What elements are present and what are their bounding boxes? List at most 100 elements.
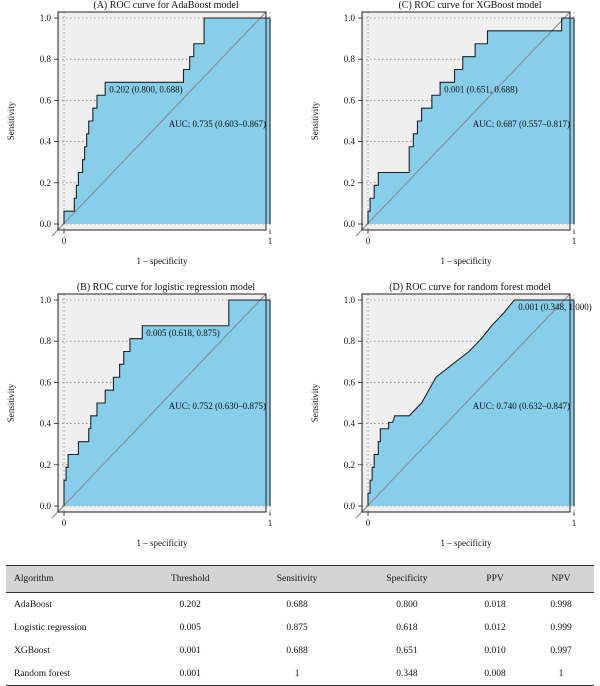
y-axis-label: Sensitivity: [310, 383, 320, 422]
y-tick-label: 0.2: [344, 178, 355, 188]
y-tick-label: 1.0: [40, 13, 52, 23]
table-cell: 0.202: [179, 599, 201, 610]
table-cell: Random forest: [6, 662, 138, 686]
header-sensitivity: Sensitivity: [242, 565, 352, 593]
table-header-row: Algorithm Threshold Sensitivity Specific…: [6, 565, 594, 593]
table-cell: 0.997: [550, 645, 572, 656]
y-tick-label: 0.4: [40, 137, 52, 147]
table-cell: 1: [528, 662, 594, 686]
y-tick-label: 0.0: [344, 501, 356, 511]
header-ppv: PPV: [462, 565, 529, 593]
header-specificity: Specificity: [351, 565, 463, 593]
roc-panel-2: (C) ROC curve for XGBoost model 0.0 0.2 0.4…: [310, 0, 576, 266]
y-tick-label: 0.8: [344, 54, 356, 64]
table-cell: 0.005: [179, 622, 201, 633]
roc-panel-3: (B) ROC curve for logistic regression mo…: [6, 282, 272, 548]
table-cell: 1: [242, 662, 352, 686]
roc-curve: [367, 17, 574, 224]
roc-curve: [63, 299, 270, 506]
x-tick-label: 1: [572, 518, 577, 528]
table-cell: 0.800: [396, 599, 418, 610]
table-cell: 0.010: [484, 645, 506, 656]
auc-annotation: AUC: 0.687 (0.557–0.817): [473, 119, 570, 129]
x-tick-label: 0: [366, 518, 371, 528]
diagonal-reference-line: [355, 11, 571, 237]
x-axis-label: 1 – specificity: [441, 538, 492, 548]
y-axis-label: Sensitivity: [310, 101, 320, 140]
x-axis-label: 1 – specificity: [137, 538, 188, 548]
x-tick-label: 1: [268, 236, 273, 246]
table-row: XGBoost 0.001 0.688 0.651 0.010 0.997: [6, 639, 594, 662]
x-axis-label: 1 – specificity: [441, 256, 492, 266]
auc-area: [368, 18, 574, 224]
table-row: Logistic regression 0.005 0.875 0.618 0.…: [6, 616, 594, 639]
cutoff-annotation: 0.005 (0.618, 0.875): [146, 328, 220, 338]
y-axis-label: Sensitivity: [6, 383, 16, 422]
y-axis-label: Sensitivity: [6, 101, 16, 140]
metrics-table: Algorithm Threshold Sensitivity Specific…: [6, 565, 594, 686]
table-cell: 0.012: [484, 622, 506, 633]
y-tick-label: 0.0: [344, 219, 356, 229]
table-row: Random forest 0.001 1 0.348 0.008 1: [6, 662, 594, 686]
diagonal-reference-line: [51, 293, 267, 519]
y-tick-label: 0.2: [40, 460, 51, 470]
auc-annotation: AUC: 0.740 (0.632–0.847): [473, 401, 570, 411]
cutoff-annotation: 0.202 (0.800, 0.688): [109, 84, 183, 94]
x-tick-label: 0: [366, 236, 371, 246]
table-cell: 0.001: [179, 645, 201, 656]
x-axis-label: 1 – specificity: [137, 256, 188, 266]
auc-area: [64, 300, 270, 506]
y-tick-label: 0.8: [344, 336, 356, 346]
y-tick-label: 0.6: [40, 95, 52, 105]
table-cell: 0.018: [484, 599, 506, 610]
cutoff-annotation: 0.001 (0.348, 1.000): [518, 302, 592, 312]
y-tick-label: 0.6: [344, 95, 356, 105]
header-npv: NPV: [528, 565, 594, 593]
chart-title: (B) ROC curve for logistic regression mo…: [77, 282, 256, 293]
y-tick-label: 0.0: [40, 501, 52, 511]
roc-panel-1: (A) ROC curve for AdaBoost model 0.0 0.2 0.…: [6, 0, 272, 266]
plot-frame: [361, 293, 571, 513]
header-threshold: Threshold: [138, 565, 243, 593]
header-algorithm: Algorithm: [6, 565, 138, 593]
table-cell: 0.008: [462, 662, 529, 686]
roc-curve: [63, 17, 270, 224]
diagonal-reference-line: [355, 293, 571, 519]
y-tick-label: 0.2: [40, 178, 51, 188]
table-cell: 0.875: [286, 622, 308, 633]
y-tick-label: 0.0: [40, 219, 52, 229]
table-cell: Logistic regression: [14, 622, 87, 633]
y-tick-label: 1.0: [40, 295, 52, 305]
table-cell: AdaBoost: [14, 599, 52, 610]
x-tick-label: 0: [62, 518, 67, 528]
x-tick-label: 0: [62, 236, 67, 246]
plot-frame: [57, 11, 267, 231]
roc-charts: (A) ROC curve for AdaBoost model 0.0 0.2 0.…: [6, 0, 592, 548]
table-cell: 0.688: [286, 599, 308, 610]
auc-area: [368, 300, 574, 506]
auc-annotation: AUC: 0.735 (0.603–0.867): [169, 119, 266, 129]
y-tick-label: 0.2: [344, 460, 355, 470]
chart-title: (A) ROC curve for AdaBoost model: [93, 0, 238, 11]
y-tick-label: 0.8: [40, 336, 52, 346]
chart-title: (C) ROC curve for XGBoost model: [398, 0, 541, 11]
y-tick-label: 0.6: [344, 377, 356, 387]
y-tick-label: 0.8: [40, 54, 52, 64]
y-tick-label: 0.6: [40, 377, 52, 387]
y-tick-label: 1.0: [344, 13, 356, 23]
y-tick-label: 0.4: [344, 137, 356, 147]
y-tick-label: 0.4: [344, 419, 356, 429]
table-row: AdaBoost 0.202 0.688 0.800 0.018 0.998: [6, 593, 594, 617]
table-cell: 0.618: [396, 622, 418, 633]
roc-curve: [367, 299, 574, 506]
auc-area: [64, 18, 270, 224]
table-cell: 0.999: [550, 622, 572, 633]
x-tick-label: 1: [572, 236, 577, 246]
diagonal-reference-line: [51, 11, 267, 237]
roc-panel-4: (D) ROC curve for random forest model 0.0…: [310, 282, 592, 548]
x-tick-label: 1: [268, 518, 273, 528]
table-cell: 0.001: [138, 662, 243, 686]
table-cell: 0.688: [286, 645, 308, 656]
chart-title: (D) ROC curve for random forest model: [389, 282, 551, 293]
table-cell: 0.348: [351, 662, 463, 686]
